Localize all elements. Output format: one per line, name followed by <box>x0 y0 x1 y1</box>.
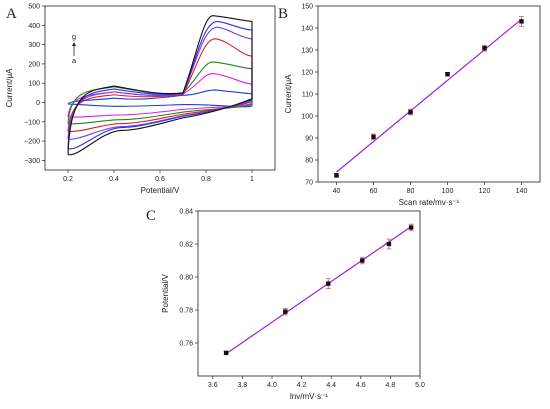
x-tick-label: 5.0 <box>415 382 425 389</box>
y-axis-title: Current/μA <box>5 68 14 108</box>
x-tick-label: 40 <box>333 188 341 195</box>
x-tick-label: 0.6 <box>155 176 165 183</box>
y-tick-label: 140 <box>301 26 313 33</box>
panel-letter-a: A <box>6 6 17 22</box>
x-tick-label: 60 <box>370 188 378 195</box>
y-tick-label: 100 <box>28 81 40 88</box>
x-tick-label: 100 <box>442 188 454 195</box>
x-axis-title: Scan rate/mv·s⁻¹ <box>399 198 460 207</box>
x-tick-label: 0.4 <box>109 176 119 183</box>
cv-curve-6 <box>67 20 253 150</box>
x-axis-title: Potential/V <box>141 186 180 195</box>
y-tick-label: 400 <box>28 23 40 30</box>
y-tick-label: 0.80 <box>179 275 193 282</box>
y-tick-label: 0.78 <box>179 308 193 315</box>
x-tick-label: 4.2 <box>297 382 307 389</box>
x-tick-label: 0.2 <box>63 176 73 183</box>
y-tick-label: 90 <box>305 136 313 143</box>
y-tick-label: 0.82 <box>179 242 193 249</box>
x-tick-label: 80 <box>407 188 415 195</box>
x-tick-label: 3.6 <box>208 382 218 389</box>
data-point <box>408 225 414 230</box>
data-point <box>326 281 331 286</box>
data-point <box>223 350 229 356</box>
y-axis-title: Current/μA <box>284 74 293 114</box>
x-tick-label: 140 <box>516 188 528 195</box>
data-point <box>445 72 450 77</box>
y-tick-label: −300 <box>24 158 40 165</box>
y-tick-label: −100 <box>24 119 40 126</box>
x-tick-label: 4.4 <box>326 382 336 389</box>
data-point <box>360 258 365 263</box>
annotation-label-g: g <box>72 32 76 41</box>
x-tick-label: 1 <box>250 176 254 183</box>
y-tick-label: 150 <box>301 4 313 11</box>
data-point <box>283 309 288 314</box>
y-tick-label: 100 <box>301 114 313 121</box>
x-tick-label: 4.0 <box>267 382 277 389</box>
panel-letter-c: C <box>146 208 156 224</box>
data-point <box>334 173 339 178</box>
y-tick-label: 300 <box>28 42 40 49</box>
y-tick-label: 200 <box>28 61 40 68</box>
plot-frame <box>317 5 541 183</box>
data-point <box>386 241 392 247</box>
data-point <box>519 19 524 24</box>
x-axis-title: lnv/mV·s⁻¹ <box>290 392 328 401</box>
cv-curve-7 <box>67 15 253 156</box>
y-tick-label: 0.76 <box>179 341 193 348</box>
x-tick-label: 120 <box>479 188 491 195</box>
x-tick-label: 0.8 <box>201 176 211 183</box>
y-tick-label: 120 <box>301 70 313 77</box>
y-tick-label: 500 <box>28 4 40 11</box>
cv-curve-1 <box>67 89 253 108</box>
x-tick-label: 4.8 <box>386 382 396 389</box>
y-tick-label: 80 <box>305 158 313 165</box>
data-point <box>482 46 487 51</box>
cv-curve-4 <box>67 38 253 133</box>
y-tick-label: 0 <box>36 100 40 107</box>
y-tick-label: 110 <box>302 92 313 99</box>
panel-b-scan-rate-plot: 40 60 80 100 120 140 70 80 90 100 110 120 130 140 150 S… <box>284 4 541 207</box>
y-tick-label: 130 <box>301 48 313 55</box>
panel-c-potential-plot: 3.6 3.8 4.0 4.2 4.4 4.6 4.8 5.0 0.76 0.78 0.80 0.82… <box>161 209 425 402</box>
cv-curve-5 <box>67 26 253 140</box>
data-point <box>371 134 376 140</box>
annotation-label-a: a <box>72 56 77 65</box>
panel-letter-b: B <box>278 6 288 22</box>
cv-curve-3 <box>67 61 253 125</box>
fit-line <box>336 18 522 173</box>
annotation-arrow-head <box>72 42 76 46</box>
x-tick-label: 3.8 <box>238 382 248 389</box>
x-tick-label: 4.6 <box>356 382 366 389</box>
panel-a-cyclic-voltammogram: 0.2 0.4 0.6 0.8 1 −300 −200 −100 0 100 200 300 400 50… <box>5 4 276 195</box>
y-tick-label: 0.84 <box>179 209 193 216</box>
plot-frame <box>197 210 421 377</box>
y-tick-label: −200 <box>24 139 40 146</box>
data-point <box>408 109 413 115</box>
fit-line <box>225 226 412 355</box>
y-tick-label: 70 <box>305 180 313 187</box>
y-axis-title: Potential/V <box>161 273 170 312</box>
